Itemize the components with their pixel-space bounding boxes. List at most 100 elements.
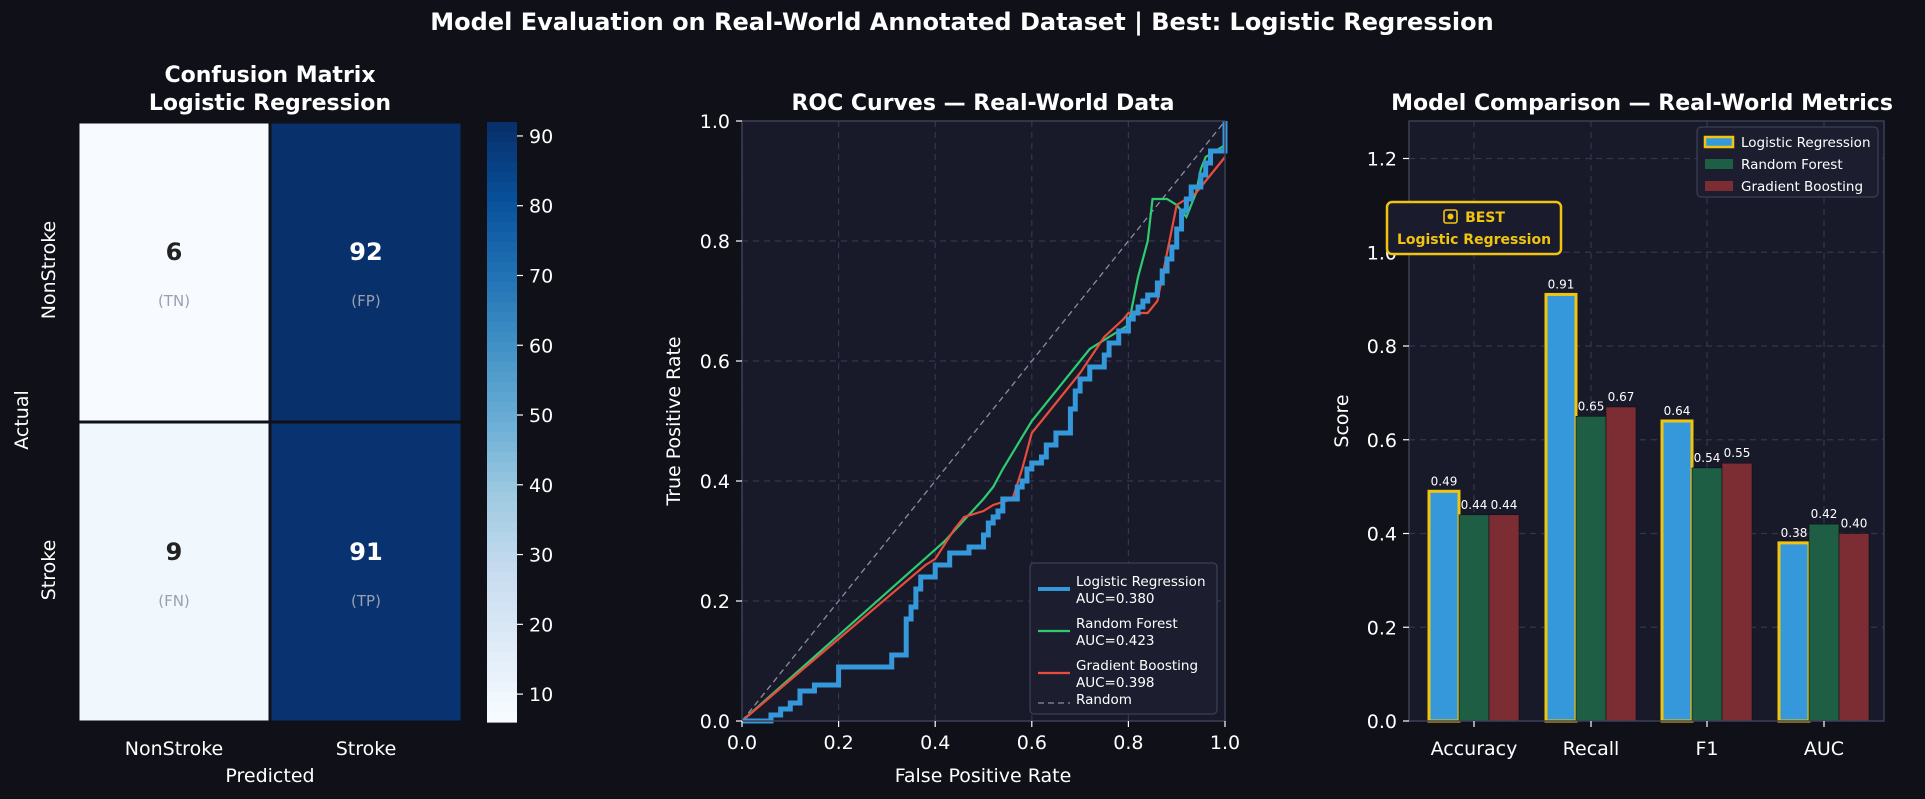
- bar-logistic-regression-recall: [1544, 292, 1578, 723]
- roc-legend-label: Logistic Regression: [1076, 574, 1206, 590]
- roc-xtick-label: 0.6: [1017, 732, 1047, 754]
- bar-logistic-regression-accuracy: [1427, 489, 1461, 723]
- bar-value-label: 0.42: [1811, 507, 1838, 521]
- cm-colorbar-segment: [487, 692, 517, 703]
- cm-xtick-nonstroke: NonStroke: [125, 738, 223, 760]
- best-annotation-line2: Logistic Regression: [1397, 232, 1551, 248]
- bar-axes-frame: [1408, 120, 1885, 722]
- bar-random-forest-accuracy: [1458, 514, 1490, 722]
- bar-legend-label: Random Forest: [1741, 157, 1843, 173]
- cm-colorbar-tick-label: 60: [529, 335, 553, 357]
- bar-gradient-boosting-auc: [1838, 533, 1870, 722]
- cm-colorbar-tick-label: 30: [529, 545, 553, 567]
- cm-colorbar-segment: [487, 612, 517, 623]
- cm-colorbar-segment: [487, 712, 517, 723]
- bar-gradient-boosting-accuracy: [1488, 514, 1520, 722]
- cm-colorbar-segment: [487, 662, 517, 673]
- cm-colorbar-segment: [487, 672, 517, 683]
- cm-colorbar-segment: [487, 172, 517, 183]
- bar-ytick-label: 0.8: [1367, 336, 1397, 358]
- bar-ytick-label: 0.6: [1367, 430, 1397, 452]
- roc-xtick-label: 0.4: [920, 732, 950, 754]
- cm-colorbar-segment: [487, 642, 517, 653]
- cm-cell-value: 91: [349, 538, 382, 566]
- cm-colorbar-segment: [487, 512, 517, 523]
- roc-axes-frame: [741, 120, 1226, 722]
- cm-colorbar-segment: [487, 382, 517, 393]
- roc-xlabel: False Positive Rate: [895, 765, 1072, 787]
- roc-xtick-label: 0.0: [727, 732, 757, 754]
- roc-xtick-label: 0.8: [1113, 732, 1143, 754]
- cm-colorbar-segment: [487, 362, 517, 373]
- bar-gradient-boosting-recall: [1605, 406, 1637, 722]
- cm-colorbar-segment: [487, 422, 517, 433]
- cm-colorbar-tick-label: 40: [529, 475, 553, 497]
- bar-legend-label: Logistic Regression: [1741, 135, 1871, 151]
- bar-ytick-label: 1.2: [1367, 149, 1397, 171]
- bar-bars: 0.49 0.91 0.64 0.38 0.44 0.65 0.54 0.42 0.44 0.67…: [1427, 277, 1870, 723]
- cm-colorbar-segment: [487, 282, 517, 293]
- cm-colorbar-segment: [487, 492, 517, 503]
- roc-panel: ROC Curves — Real-World Data 0.0 0.2 0.4 0.…: [663, 91, 1240, 787]
- bar-random-forest-f1: [1691, 467, 1723, 722]
- cm-colorbar-segment: [487, 232, 517, 243]
- bar-value-label: 0.49: [1431, 474, 1458, 488]
- cm-cell: [76, 420, 272, 724]
- cm-colorbar-segment: [487, 222, 517, 233]
- bar-legend: Logistic Regression Random Forest Gradient…: [1696, 126, 1879, 198]
- best-annotation-box: [1385, 200, 1563, 256]
- roc-legend-frame: [1029, 562, 1218, 715]
- cm-colorbar-segment: [487, 332, 517, 343]
- roc-ticks: 0.0 0.2 0.4 0.6 0.8 1.0 0.0 0.2 0.4 0.6 0.8 1.0: [700, 111, 1240, 754]
- cm-colorbar-segment: [487, 482, 517, 493]
- cm-colorbar-segment: [487, 312, 517, 323]
- cm-xlabel: Predicted: [225, 765, 314, 787]
- bar-ytick-label: 0.0: [1367, 711, 1397, 733]
- bar-value-label: 0.44: [1461, 498, 1488, 512]
- roc-line-logistic-regression: [742, 121, 1228, 724]
- cm-colorbar-segment: [487, 572, 517, 583]
- cm-colorbar-segment: [487, 262, 517, 273]
- roc-ytick-label: 0.0: [700, 711, 730, 733]
- bar-ytick-label: 0.4: [1367, 524, 1397, 546]
- cm-colorbar-tick-label: 10: [529, 684, 553, 706]
- cm-colorbar-segment: [487, 652, 517, 663]
- cm-colorbar-segment: [487, 452, 517, 463]
- cm-colorbar-tick-label: 20: [529, 614, 553, 636]
- roc-ytick-label: 0.4: [700, 471, 730, 493]
- cm-colorbar-tick-label: 70: [529, 265, 553, 287]
- roc-legend-auc: AUC=0.423: [1076, 633, 1155, 649]
- bar-value-label: 0.38: [1781, 526, 1808, 540]
- cm-colorbar: 10 20 30 40 50 60 70 80 90: [487, 122, 553, 723]
- roc-legend-label: Random Forest: [1076, 616, 1178, 632]
- confusion-matrix-panel: Confusion Matrix Logistic Regression 6 (T…: [11, 63, 553, 787]
- cm-colorbar-segment: [487, 462, 517, 473]
- cm-cell-tag: (FP): [351, 292, 380, 310]
- bar-value-label: 0.91: [1548, 277, 1575, 291]
- cm-colorbar-segment: [487, 352, 517, 363]
- roc-legend-auc: AUC=0.380: [1076, 591, 1155, 607]
- bar-legend-swatch: [1703, 135, 1735, 149]
- cm-colorbar-segment: [487, 522, 517, 533]
- bar-panel: Model Comparison — Real-World Metrics 0.…: [1331, 91, 1893, 760]
- roc-line-random: [741, 120, 1226, 722]
- bar-xtick-label: F1: [1695, 738, 1718, 760]
- cm-colorbar-segment: [487, 252, 517, 263]
- cm-colorbar-segment: [487, 472, 517, 483]
- cm-colorbar-segment: [487, 212, 517, 223]
- cm-cell-tag: (FN): [158, 592, 190, 610]
- roc-title: ROC Curves — Real-World Data: [791, 91, 1174, 116]
- bar-legend-swatch: [1705, 159, 1733, 169]
- bar-value-label: 0.55: [1724, 446, 1751, 460]
- bar-legend-frame: [1696, 126, 1879, 198]
- bar-xtick-label: AUC: [1804, 738, 1844, 760]
- roc-ytick-label: 1.0: [700, 111, 730, 133]
- cm-colorbar-segment: [487, 622, 517, 633]
- cm-colorbar-segment: [487, 542, 517, 553]
- cm-colorbar-segment: [487, 342, 517, 353]
- cm-cell-tag: (TP): [351, 592, 381, 610]
- bar-xtick-label: Accuracy: [1431, 738, 1518, 760]
- roc-xtick-label: 1.0: [1210, 732, 1240, 754]
